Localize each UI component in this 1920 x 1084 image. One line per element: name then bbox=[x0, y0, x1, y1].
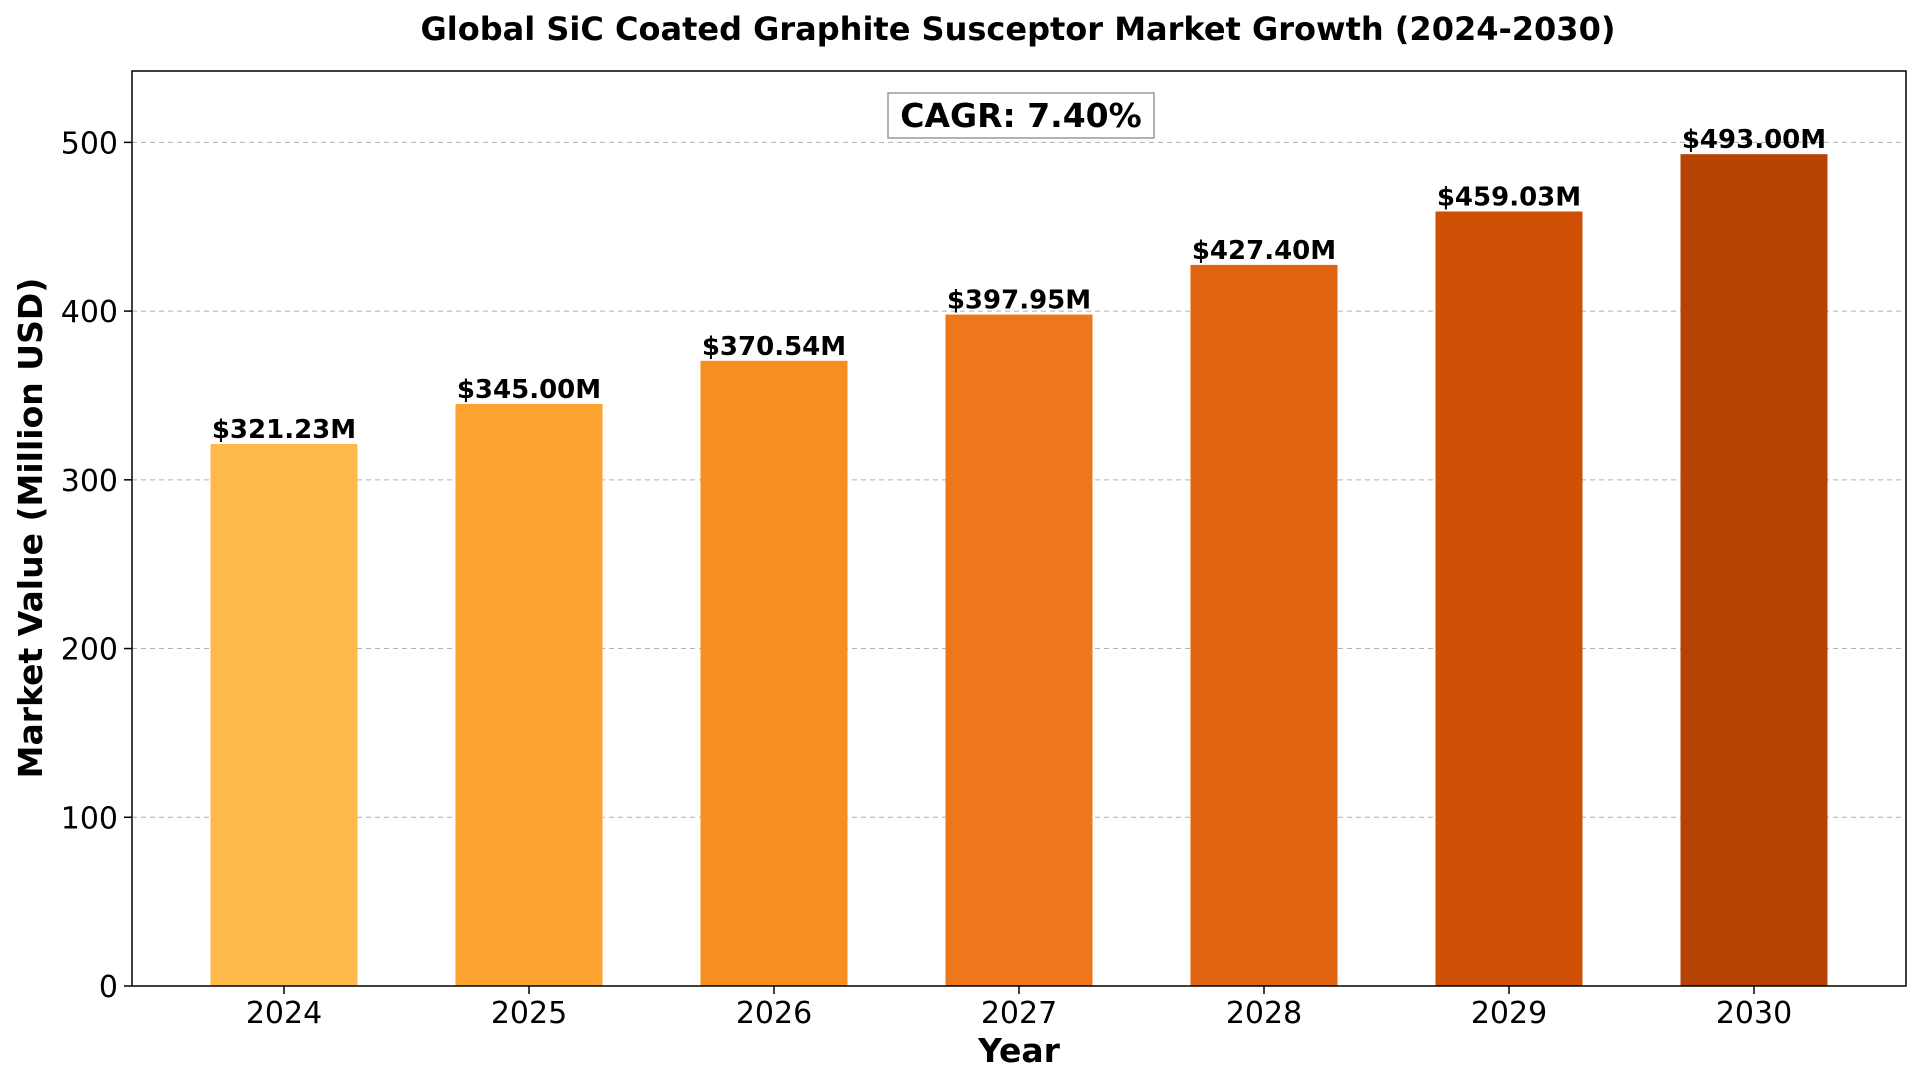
bar-2030 bbox=[1680, 154, 1828, 986]
x-tick-label: 2026 bbox=[736, 996, 812, 1031]
x-axis-title: Year bbox=[977, 1031, 1061, 1070]
chart-title: Global SiC Coated Graphite Susceptor Mar… bbox=[421, 10, 1616, 48]
cagr-annotation: CAGR: 7.40% bbox=[887, 92, 1155, 139]
bar-value-label: $370.54M bbox=[702, 332, 846, 362]
y-tick-label: 400 bbox=[61, 295, 118, 330]
bar-value-label: $427.40M bbox=[1192, 236, 1336, 266]
bar-value-label: $493.00M bbox=[1682, 125, 1826, 155]
bar-2027 bbox=[945, 314, 1093, 987]
y-tick-label: 100 bbox=[61, 801, 118, 836]
bar-value-label: $345.00M bbox=[457, 375, 601, 405]
bar-2028 bbox=[1190, 264, 1338, 986]
bar-2024 bbox=[210, 444, 358, 987]
bars bbox=[210, 154, 1828, 987]
bar-value-label: $459.03M bbox=[1437, 182, 1581, 212]
bar-2025 bbox=[455, 403, 603, 986]
cagr-box bbox=[887, 92, 1155, 139]
bar-2026 bbox=[700, 360, 848, 986]
x-tick-label: 2028 bbox=[1226, 996, 1302, 1031]
bar-2029 bbox=[1435, 211, 1583, 986]
y-tick-label: 200 bbox=[61, 633, 118, 668]
y-axis-title: Market Value (Million USD) bbox=[11, 278, 50, 779]
x-tick-label: 2025 bbox=[491, 996, 567, 1031]
bar-value-labels: $321.23M $345.00M $370.54M $397.95M $427.40M… bbox=[212, 125, 1826, 445]
y-tick-label: 300 bbox=[61, 464, 118, 499]
bar-value-label: $397.95M bbox=[947, 286, 1091, 316]
cagr-text: CAGR: 7.40% bbox=[900, 96, 1141, 135]
x-tick-label: 2024 bbox=[246, 996, 322, 1031]
x-tick-label: 2027 bbox=[981, 996, 1057, 1031]
gridlines bbox=[132, 141, 1906, 818]
x-axis: 2024 2025 2026 2027 2028 2029 2030 bbox=[246, 986, 1792, 1031]
x-tick-label: 2029 bbox=[1471, 996, 1547, 1031]
y-axis: 0 100 200 300 400 500 bbox=[61, 126, 132, 1005]
y-tick-label: 0 bbox=[99, 970, 118, 1005]
bar-value-label: $321.23M bbox=[212, 415, 356, 445]
x-tick-label: 2030 bbox=[1716, 996, 1792, 1031]
y-tick-label: 500 bbox=[61, 126, 118, 161]
